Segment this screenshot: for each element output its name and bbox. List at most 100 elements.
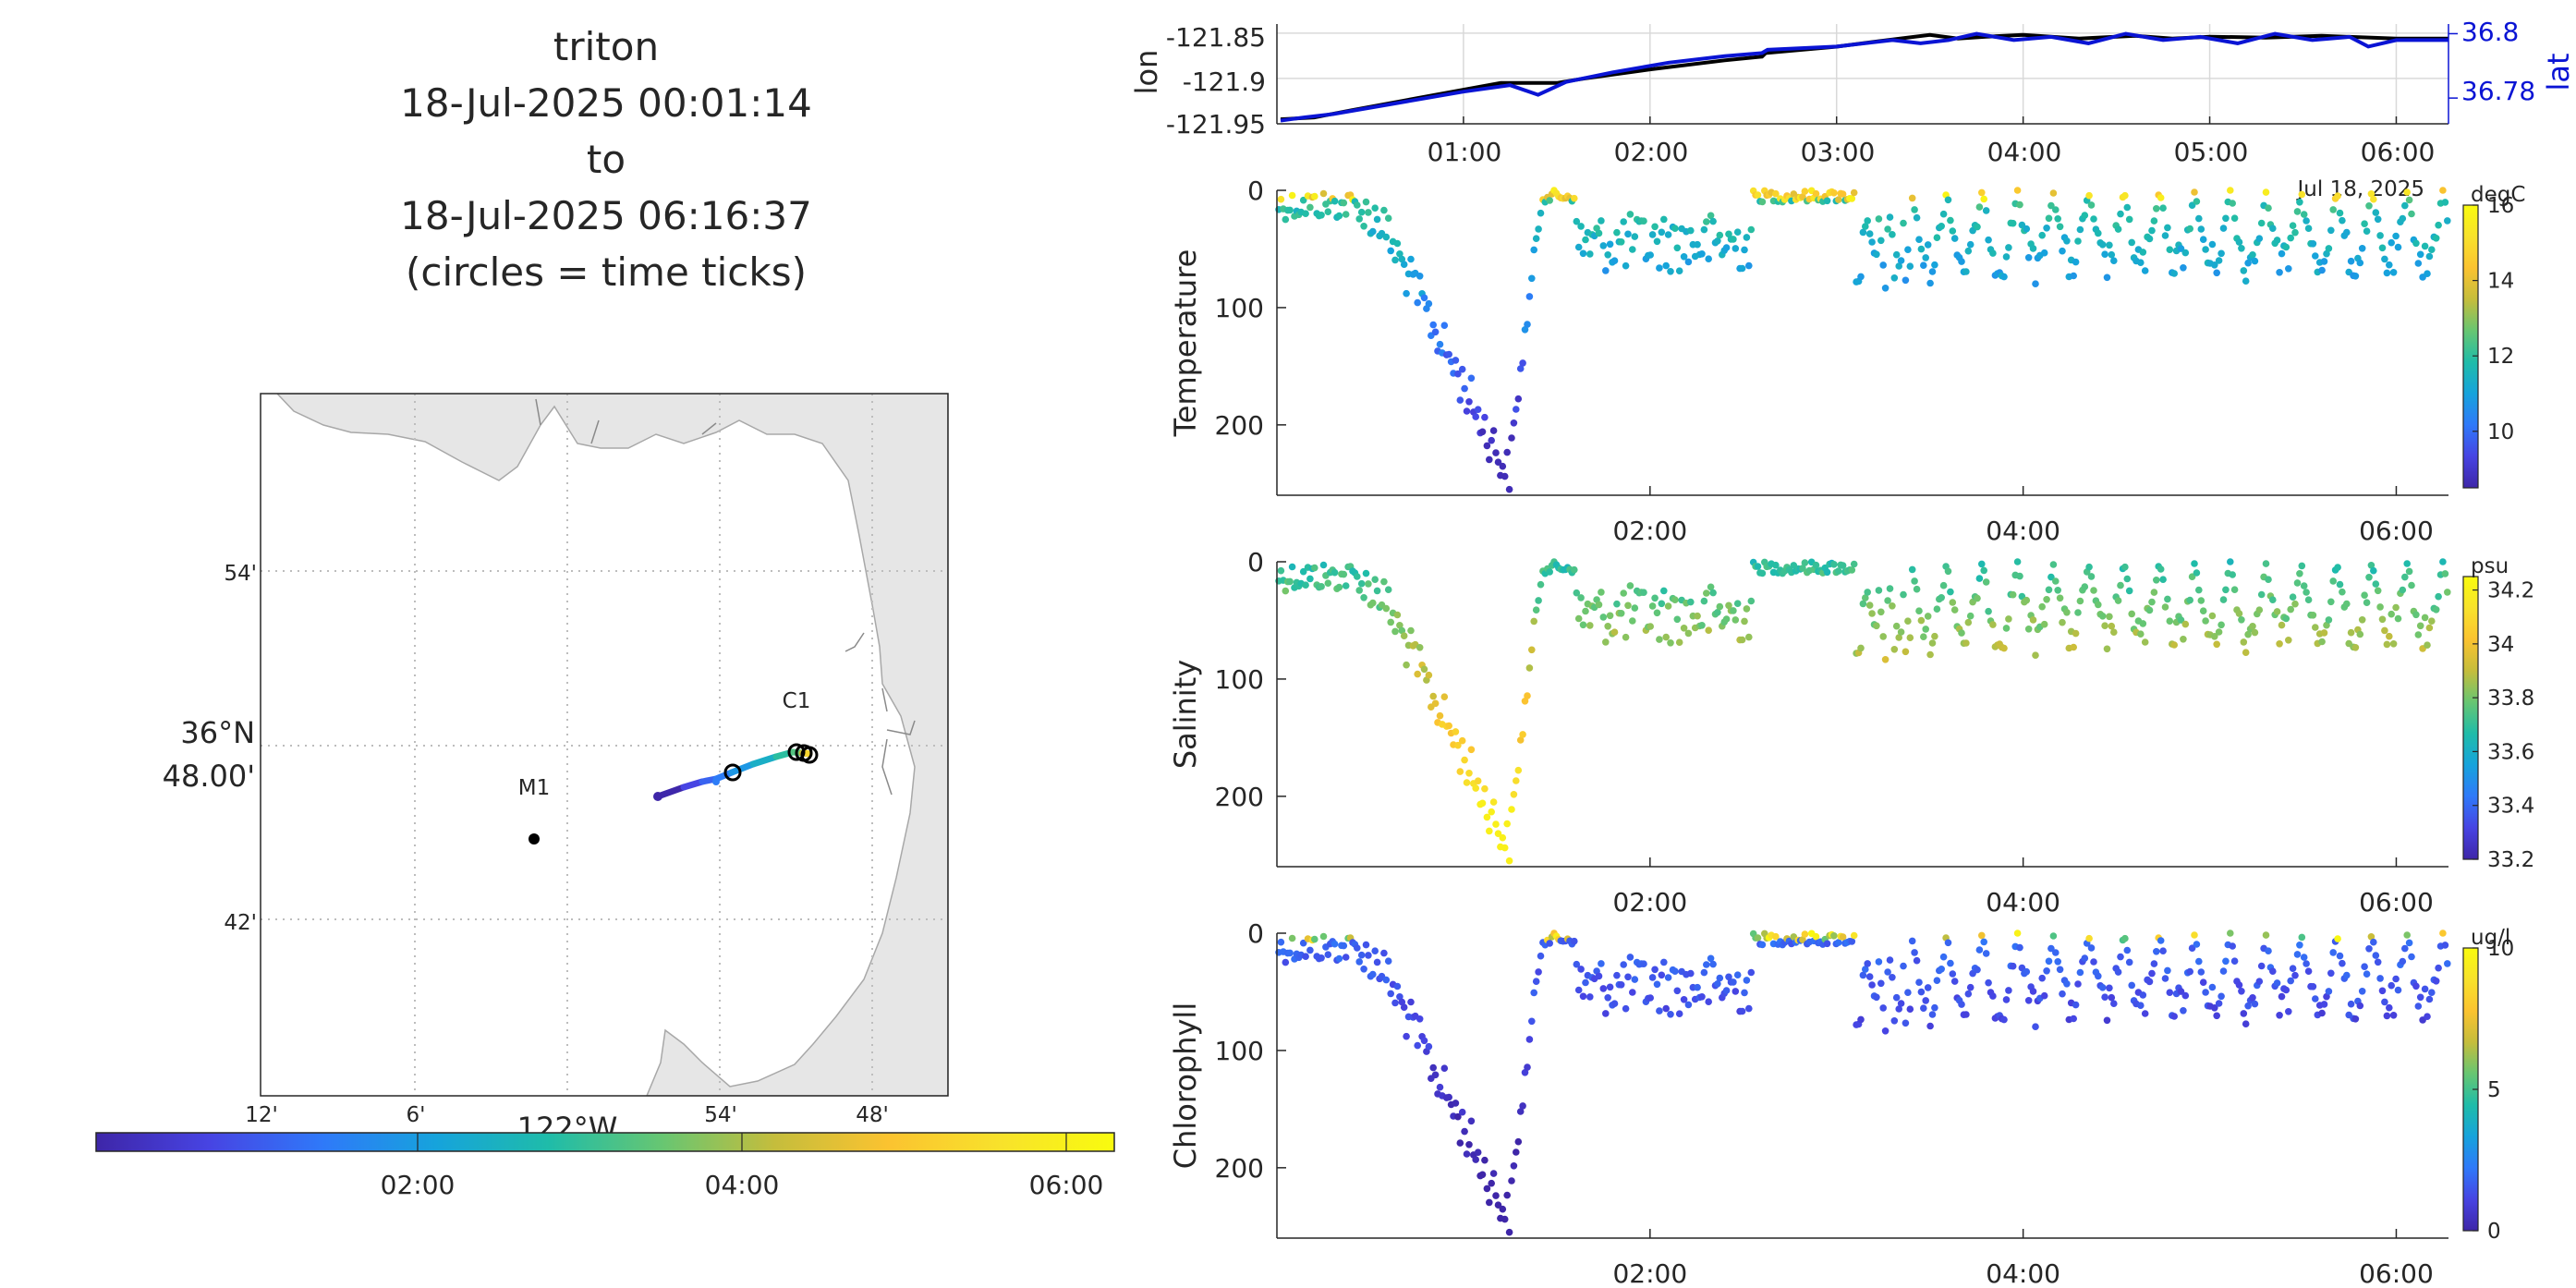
data-point — [2424, 270, 2431, 278]
data-point — [2227, 930, 2234, 937]
map-gridlines — [261, 394, 948, 1096]
data-point — [1631, 976, 1639, 983]
data-point — [2363, 227, 2371, 235]
colorbar-units: ug/l — [2471, 926, 2510, 950]
data-point — [2195, 957, 2203, 966]
data-point — [1707, 954, 1715, 963]
data-point — [1758, 569, 1767, 577]
data-point — [1528, 646, 1536, 654]
data-point — [1416, 1015, 1424, 1023]
data-point — [1877, 608, 1885, 616]
x-tick-label: 06:00 — [2359, 516, 2434, 546]
data-point — [1660, 958, 1668, 966]
data-point — [1812, 561, 1820, 569]
figure-title: triton 18-Jul-2025 00:01:14 to 18-Jul-20… — [273, 18, 939, 300]
data-point — [1530, 989, 1537, 997]
lat-ytick-0: 36.8 — [2461, 17, 2519, 47]
data-point — [2000, 273, 2008, 281]
data-point — [1355, 958, 1363, 966]
title-start-time: 18-Jul-2025 00:01:14 — [400, 80, 812, 126]
data-point — [2108, 622, 2116, 630]
data-point — [1823, 940, 1831, 948]
data-point — [1384, 957, 1392, 965]
data-point — [2383, 640, 2391, 649]
data-point — [2098, 241, 2107, 249]
data-point — [1282, 215, 1290, 224]
data-point — [2023, 225, 2031, 233]
data-point — [1868, 981, 1876, 989]
data-point — [1331, 197, 1339, 205]
data-point — [2101, 622, 2108, 629]
data-point — [1709, 589, 1717, 597]
x-tick-label: 04:00 — [1986, 1258, 2060, 1288]
data-point — [2282, 614, 2290, 623]
data-point — [1335, 212, 1343, 220]
data-point — [2336, 580, 2344, 589]
data-point — [1660, 215, 1668, 224]
data-point — [1698, 622, 1706, 629]
data-point — [2159, 204, 2167, 212]
data-point — [1949, 227, 1957, 235]
data-point — [2056, 594, 2064, 602]
data-point — [2230, 586, 2239, 593]
data-point — [2054, 587, 2061, 594]
data-point — [2388, 238, 2395, 247]
data-point — [2394, 986, 2402, 994]
data-point — [2108, 250, 2116, 259]
data-point — [2052, 206, 2060, 213]
data-point — [2444, 589, 2451, 596]
data-point — [1398, 255, 1406, 263]
data-point — [1772, 189, 1780, 198]
data-point — [2229, 571, 2236, 578]
data-point — [2287, 977, 2294, 985]
data-point — [1908, 194, 1916, 202]
data-point — [2013, 558, 2022, 565]
lon-xtick-0500: 05:00 — [2174, 137, 2249, 167]
data-point — [2153, 205, 2160, 213]
data-point — [1892, 993, 1901, 1002]
data-point — [2414, 631, 2423, 638]
data-point — [2177, 616, 2185, 624]
data-point — [2282, 243, 2290, 251]
data-point — [1812, 932, 1820, 941]
data-point — [1414, 1041, 1421, 1050]
data-point — [2218, 621, 2225, 629]
data-point — [2121, 563, 2129, 571]
data-point — [2240, 267, 2248, 274]
data-point — [2081, 212, 2089, 219]
data-point — [1617, 610, 1625, 617]
data-point — [1306, 946, 1314, 954]
data-point — [2401, 944, 2409, 953]
data-point — [1342, 211, 1350, 218]
data-point — [1926, 279, 1934, 287]
data-point — [2383, 269, 2391, 277]
data-point — [2059, 990, 2066, 998]
data-point — [2304, 967, 2313, 975]
data-point — [1604, 623, 1611, 630]
data-point — [2052, 577, 2060, 585]
data-point — [1606, 240, 1614, 249]
data-point — [2029, 988, 2037, 995]
data-point — [1396, 993, 1403, 1001]
data-point — [1895, 1005, 1902, 1013]
data-point — [1897, 1000, 1905, 1007]
data-point — [2435, 221, 2442, 229]
data-point — [1667, 639, 1674, 647]
data-point — [1472, 1156, 1479, 1163]
data-point — [1732, 245, 1740, 252]
data-point — [1481, 784, 1488, 793]
data-point — [2399, 214, 2407, 223]
data-point — [1503, 1191, 1511, 1199]
data-point — [2137, 259, 2145, 267]
data-point — [1906, 262, 1914, 271]
data-point — [1599, 985, 1608, 992]
data-point — [2139, 991, 2147, 999]
data-point — [2412, 239, 2420, 248]
data-point — [1342, 954, 1350, 961]
data-point — [1380, 577, 1388, 586]
data-point — [2059, 247, 2066, 255]
data-point — [1924, 984, 1932, 991]
data-point — [2085, 563, 2093, 571]
data-point — [1532, 606, 1540, 614]
series-line-lat — [1280, 31, 2448, 123]
